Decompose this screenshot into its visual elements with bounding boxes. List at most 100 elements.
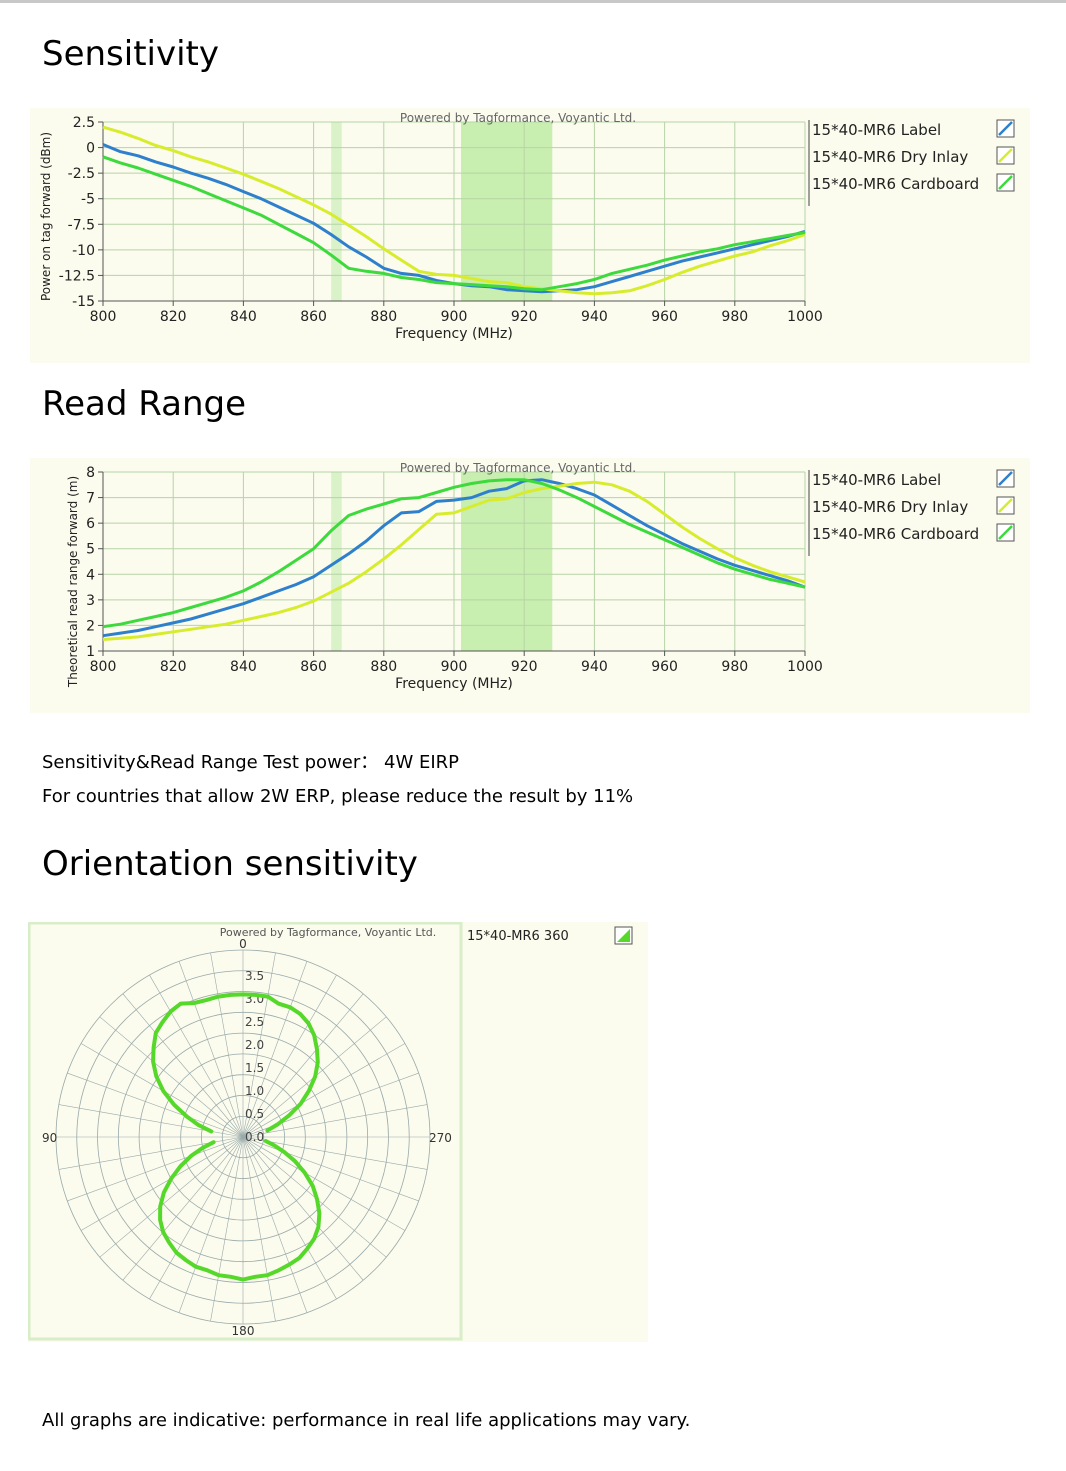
- orientation-polar-chart: Powered by Tagformance, Voyantic Ltd. 0.0…: [28, 922, 648, 1342]
- x-tick-label: 880: [370, 309, 397, 325]
- radial-tick-label: 3.5: [245, 969, 264, 983]
- polar-spoke: [242, 993, 364, 1138]
- legend-swatch-line: [998, 175, 1013, 190]
- y-tick-label: 6: [86, 516, 95, 532]
- legend-label: 15*40-MR6 Dry Inlay: [812, 498, 968, 516]
- radial-tick-label: 1.5: [245, 1061, 264, 1075]
- y-tick-label: 5: [86, 542, 95, 558]
- polar-spoke: [67, 1072, 244, 1138]
- polar-spoke: [242, 1136, 337, 1300]
- x-tick-label: 1000: [787, 309, 823, 325]
- region-band: [461, 472, 553, 651]
- plot-border: [28, 922, 463, 1341]
- y-tick-label: 2.5: [73, 115, 95, 131]
- radial-tick-label: 2.0: [245, 1038, 264, 1052]
- polar-spoke: [210, 1136, 244, 1322]
- polar-series-lower-lobe: [158, 1139, 322, 1282]
- polar-spoke: [178, 1136, 244, 1313]
- radial-tick-label: 0.5: [245, 1107, 264, 1121]
- top-divider: [0, 0, 1066, 3]
- y-axis-label: Power on tag forward (dBm): [39, 132, 53, 301]
- test-power-note: Sensitivity&Read Range Test power： 4W EI…: [42, 752, 460, 773]
- radial-tick-label: 1.0: [245, 1084, 264, 1098]
- polar-spoke: [122, 1136, 244, 1281]
- x-axis-label: Frequency (MHz): [395, 326, 513, 342]
- legend-swatch-line: [998, 148, 1013, 163]
- angle-label-270: 270: [429, 1131, 452, 1145]
- polar-spoke: [80, 1136, 244, 1231]
- legend-label: 15*40-MR6 Dry Inlay: [812, 148, 968, 166]
- series-line-cardboard: [102, 155, 806, 292]
- x-tick-label: 920: [511, 659, 538, 675]
- legend-swatch-fill: [617, 929, 630, 942]
- polar-spoke: [242, 1136, 406, 1231]
- legend-swatch-line: [998, 121, 1013, 136]
- read-range-chart: 800 820 840 860 880 900 920 940 960 980 1000 8 7 6 5 4 3…: [30, 458, 1030, 713]
- polar-spoke: [210, 952, 244, 1138]
- polar-spoke: [242, 974, 337, 1138]
- x-tick-label: 840: [230, 309, 257, 325]
- y-tick-label: 8: [86, 465, 95, 481]
- watermark: Powered by Tagformance, Voyantic Ltd.: [400, 461, 636, 475]
- polar-spoke: [242, 1136, 364, 1281]
- polar-spoke: [122, 993, 244, 1138]
- series-line-label: [102, 478, 806, 638]
- x-tick-label: 940: [581, 309, 608, 325]
- x-tick-label: 800: [90, 659, 117, 675]
- angle-label-90: 90: [42, 1131, 57, 1145]
- x-tick-label: 900: [441, 659, 468, 675]
- radial-tick-label: 0.0: [245, 1130, 264, 1144]
- angle-label-0: 0: [239, 937, 247, 951]
- legend-label: 15*40-MR6 Cardboard: [812, 175, 979, 193]
- y-tick-label: 3: [86, 593, 95, 609]
- legend-swatch-line: [998, 525, 1013, 540]
- y-tick-label: -5: [81, 192, 95, 208]
- x-tick-label: 1000: [787, 659, 823, 675]
- x-tick-label: 820: [160, 309, 187, 325]
- angle-label-180: 180: [232, 1324, 255, 1338]
- radial-tick-label: 2.5: [245, 1015, 264, 1029]
- polar-spoke: [242, 1104, 428, 1138]
- polar-spoke: [178, 961, 244, 1138]
- x-axis-label: Frequency (MHz): [395, 676, 513, 692]
- y-tick-label: -15: [72, 294, 95, 310]
- polar-spoke: [99, 1016, 244, 1138]
- heading-orientation: Orientation sensitivity: [42, 844, 418, 884]
- watermark: Powered by Tagformance, Voyantic Ltd.: [220, 926, 437, 939]
- y-tick-label: -7.5: [68, 217, 95, 233]
- x-tick-label: 980: [721, 309, 748, 325]
- polar-spoke: [242, 952, 276, 1138]
- x-tick-label: 840: [230, 659, 257, 675]
- polar-spoke: [242, 1136, 308, 1313]
- polar-spoke: [149, 974, 244, 1138]
- polar-spoke: [67, 1136, 244, 1202]
- legend-label: 15*40-MR6 Cardboard: [812, 525, 979, 543]
- polar-spoke: [242, 1136, 419, 1202]
- polar-spoke: [242, 1043, 406, 1138]
- heading-read-range: Read Range: [42, 384, 246, 424]
- disclaimer: All graphs are indicative: performance i…: [42, 1410, 691, 1431]
- region-band: [461, 122, 553, 301]
- legend-label: 15*40-MR6 Label: [812, 121, 941, 139]
- series-line-dry_inlay: [102, 125, 806, 296]
- x-tick-label: 920: [511, 309, 538, 325]
- y-tick-label: 1: [86, 644, 95, 660]
- legend-swatch-line: [998, 471, 1013, 486]
- erp-note: For countries that allow 2W ERP, please …: [42, 786, 634, 807]
- x-tick-label: 800: [90, 309, 117, 325]
- x-tick-label: 860: [300, 659, 327, 675]
- x-tick-label: 940: [581, 659, 608, 675]
- y-tick-label: 7: [86, 491, 95, 507]
- region-band: [331, 122, 342, 301]
- heading-sensitivity: Sensitivity: [42, 34, 220, 74]
- watermark: Powered by Tagformance, Voyantic Ltd.: [400, 111, 636, 125]
- polar-spoke: [242, 1136, 276, 1322]
- y-axis-label: Theoretical read range forward (m): [66, 476, 80, 688]
- x-tick-label: 880: [370, 659, 397, 675]
- sensitivity-chart: 800 820 840 860 880 900 920 940 960 980 1000 2.5 0 -2…: [30, 108, 1030, 363]
- x-tick-label: 960: [651, 659, 678, 675]
- y-tick-label: -2.5: [68, 166, 95, 182]
- y-tick-label: -12.5: [59, 268, 95, 284]
- series-line-dry_inlay: [102, 480, 806, 641]
- polar-spoke: [99, 1136, 244, 1258]
